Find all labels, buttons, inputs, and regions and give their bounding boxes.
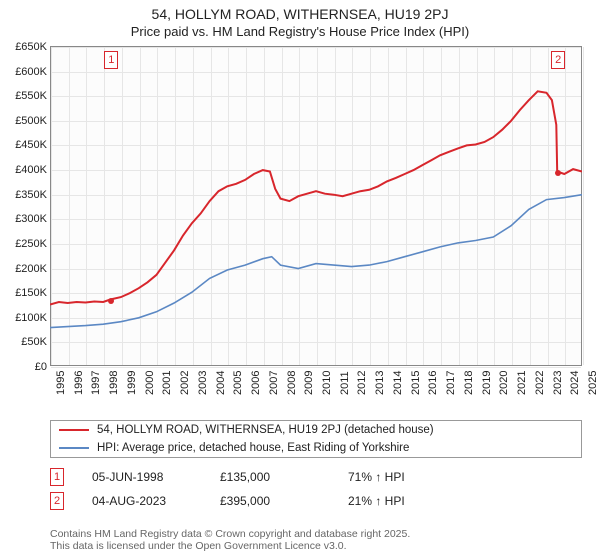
x-axis-label: 2000 bbox=[144, 371, 156, 395]
y-axis-label: £650K bbox=[3, 41, 47, 53]
chart-subtitle: Price paid vs. HM Land Registry's House … bbox=[0, 22, 600, 39]
x-axis-label: 2018 bbox=[463, 371, 475, 395]
y-axis-label: £0 bbox=[3, 361, 47, 373]
legend-row-series2: HPI: Average price, detached house, East… bbox=[51, 439, 581, 457]
x-axis-label: 2019 bbox=[481, 371, 493, 395]
x-axis-label: 2022 bbox=[534, 371, 546, 395]
x-axis-label: 1999 bbox=[126, 371, 138, 395]
table-row: 1 05-JUN-1998 £135,000 71% ↑ HPI bbox=[50, 465, 582, 489]
y-axis-label: £500K bbox=[3, 115, 47, 127]
sale-date-2: 04-AUG-2023 bbox=[92, 494, 192, 508]
chart-container: 54, HOLLYM ROAD, WITHERNSEA, HU19 2PJ Pr… bbox=[0, 0, 600, 560]
y-axis-label: £350K bbox=[3, 189, 47, 201]
x-axis-label: 2001 bbox=[161, 371, 173, 395]
line-layer bbox=[50, 46, 582, 366]
x-axis-label: 2024 bbox=[569, 371, 581, 395]
sale-price-1: £135,000 bbox=[220, 470, 320, 484]
legend-swatch-series2 bbox=[59, 447, 89, 449]
x-axis-label: 2004 bbox=[215, 371, 227, 395]
y-axis-label: £250K bbox=[3, 238, 47, 250]
x-axis-label: 2002 bbox=[179, 371, 191, 395]
sale-flag-2: 2 bbox=[50, 492, 64, 510]
legend-label-series1: 54, HOLLYM ROAD, WITHERNSEA, HU19 2PJ (d… bbox=[97, 424, 434, 436]
attribution-line1: Contains HM Land Registry data © Crown c… bbox=[50, 528, 590, 540]
x-axis-label: 2010 bbox=[321, 371, 333, 395]
sale-date-1: 05-JUN-1998 bbox=[92, 470, 192, 484]
y-axis-label: £550K bbox=[3, 90, 47, 102]
legend-swatch-series1 bbox=[59, 429, 89, 431]
x-axis-label: 1996 bbox=[73, 371, 85, 395]
x-axis-label: 2008 bbox=[286, 371, 298, 395]
x-axis-label: 2011 bbox=[339, 371, 351, 395]
x-axis-label: 2006 bbox=[250, 371, 262, 395]
x-axis-label: 2021 bbox=[516, 371, 528, 395]
sale-price-2: £395,000 bbox=[220, 494, 320, 508]
x-axis-label: 2009 bbox=[303, 371, 315, 395]
x-axis-label: 2013 bbox=[374, 371, 386, 395]
sale-flag-1: 1 bbox=[50, 468, 64, 486]
attribution-line2: This data is licensed under the Open Gov… bbox=[50, 540, 590, 552]
chart-title: 54, HOLLYM ROAD, WITHERNSEA, HU19 2PJ bbox=[0, 0, 600, 22]
x-axis-label: 2012 bbox=[356, 371, 368, 395]
x-axis-label: 2005 bbox=[232, 371, 244, 395]
y-axis-label: £600K bbox=[3, 66, 47, 78]
y-axis-label: £50K bbox=[3, 336, 47, 348]
x-axis-label: 2003 bbox=[197, 371, 209, 395]
x-axis-label: 2015 bbox=[410, 371, 422, 395]
x-axis-label: 2016 bbox=[427, 371, 439, 395]
y-axis-label: £450K bbox=[3, 139, 47, 151]
x-axis-label: 2007 bbox=[268, 371, 280, 395]
y-axis-label: £400K bbox=[3, 164, 47, 176]
sale-hpi-1: 71% ↑ HPI bbox=[348, 470, 468, 484]
legend-row-series1: 54, HOLLYM ROAD, WITHERNSEA, HU19 2PJ (d… bbox=[51, 421, 581, 439]
y-axis-label: £100K bbox=[3, 312, 47, 324]
x-axis-label: 2020 bbox=[498, 371, 510, 395]
x-axis-label: 2025 bbox=[587, 371, 599, 395]
x-axis-label: 2014 bbox=[392, 371, 404, 395]
sale-hpi-2: 21% ↑ HPI bbox=[348, 494, 468, 508]
x-axis-label: 2017 bbox=[445, 371, 457, 395]
series-price_paid bbox=[50, 91, 582, 304]
legend-label-series2: HPI: Average price, detached house, East… bbox=[97, 442, 409, 454]
series-hpi bbox=[50, 195, 582, 328]
x-axis-label: 1995 bbox=[55, 371, 67, 395]
x-axis-label: 2023 bbox=[552, 371, 564, 395]
y-axis-label: £150K bbox=[3, 287, 47, 299]
y-axis-label: £200K bbox=[3, 263, 47, 275]
legend: 54, HOLLYM ROAD, WITHERNSEA, HU19 2PJ (d… bbox=[50, 420, 582, 458]
x-axis-label: 1997 bbox=[90, 371, 102, 395]
y-axis-label: £300K bbox=[3, 213, 47, 225]
sales-table: 1 05-JUN-1998 £135,000 71% ↑ HPI 2 04-AU… bbox=[50, 465, 582, 513]
x-axis-label: 1998 bbox=[108, 371, 120, 395]
table-row: 2 04-AUG-2023 £395,000 21% ↑ HPI bbox=[50, 489, 582, 513]
chart-area: £0£50K£100K£150K£200K£250K£300K£350K£400… bbox=[50, 46, 582, 366]
attribution: Contains HM Land Registry data © Crown c… bbox=[50, 528, 590, 552]
